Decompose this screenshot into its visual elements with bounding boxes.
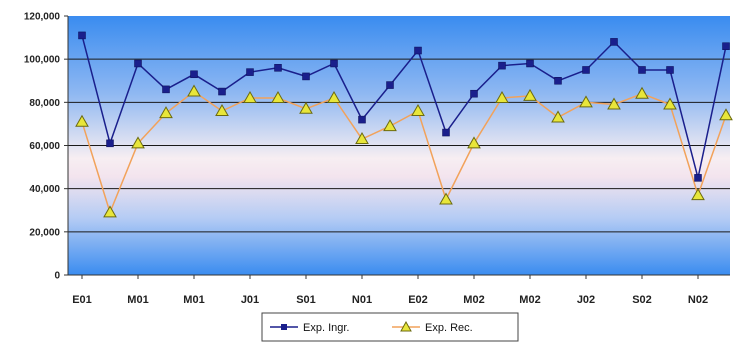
legend-marker [400, 320, 412, 332]
data-point [134, 59, 142, 68]
data-point [719, 108, 733, 121]
data-point [190, 70, 198, 79]
legend-label: Exp. Ingr. [303, 322, 349, 334]
y-tick-label: 20,000 [29, 227, 60, 238]
data-point [302, 72, 310, 81]
x-tick-label: J02 [577, 294, 595, 306]
data-point [327, 91, 341, 104]
x-tick-label: N02 [688, 294, 708, 306]
data-point [159, 106, 173, 119]
y-tick-label: 60,000 [29, 141, 60, 152]
x-tick-label: S02 [632, 294, 652, 306]
x-tick-label: M02 [519, 294, 540, 306]
data-point [635, 86, 649, 99]
data-point [498, 61, 506, 70]
data-point [187, 84, 201, 97]
data-point [383, 119, 397, 132]
data-point [162, 85, 170, 94]
data-point [386, 81, 394, 89]
data-point [554, 77, 562, 85]
data-point [215, 103, 229, 116]
x-tick-label: E02 [408, 294, 428, 306]
x-tick-label: N01 [352, 294, 372, 306]
y-tick-label: 80,000 [29, 98, 60, 109]
data-point [442, 128, 450, 137]
data-point [103, 205, 117, 218]
series-exp-ingr [78, 31, 730, 182]
data-point [355, 132, 369, 145]
y-tick-label: 40,000 [29, 184, 60, 195]
x-axis: E01 M01 M01 J01 S01 N01 E02 M02 M02 J02 S02 N02 [68, 274, 730, 306]
x-tick-label: E01 [72, 294, 92, 306]
series-layer [75, 31, 733, 218]
series-line [81, 35, 727, 179]
data-point [414, 46, 422, 55]
data-point [467, 136, 481, 149]
data-point [78, 31, 86, 40]
data-point [579, 95, 593, 108]
x-tick-label: M02 [463, 294, 484, 306]
x-tick-label: M01 [127, 294, 148, 306]
data-point [439, 192, 453, 205]
data-point [411, 103, 425, 116]
legend-label: Exp. Rec. [425, 322, 473, 334]
data-point [246, 68, 254, 76]
data-point [526, 59, 534, 68]
x-tick-label: J01 [241, 294, 259, 306]
series-exp-rec [75, 84, 733, 218]
data-point [495, 91, 509, 104]
data-point [582, 66, 590, 74]
data-point [218, 87, 226, 96]
gridlines [68, 58, 730, 233]
data-point [638, 66, 646, 74]
y-tick-label: 100,000 [24, 55, 61, 66]
data-point [694, 174, 702, 182]
y-tick-label: 120,000 [24, 12, 61, 23]
data-point [691, 188, 705, 201]
data-point [299, 101, 313, 114]
data-point [358, 115, 366, 124]
data-point [722, 42, 730, 50]
data-point [274, 64, 282, 72]
data-point [523, 88, 537, 101]
data-point [607, 97, 621, 110]
data-point [243, 91, 257, 104]
legend-marker [281, 324, 287, 330]
x-tick-label: M01 [183, 294, 204, 306]
legend: Exp. Ingr. Exp. Rec. [261, 312, 519, 342]
data-point [551, 110, 565, 123]
data-point [271, 91, 285, 104]
x-tick-label: S01 [296, 294, 316, 306]
y-axis: 0 20,000 40,000 60,000 80,000 100,000 120,000 [24, 12, 69, 282]
data-point [75, 114, 89, 127]
legend-box [261, 312, 519, 342]
data-point [610, 38, 618, 46]
data-point [470, 89, 478, 98]
data-point [106, 139, 114, 148]
y-tick-label: 0 [54, 271, 60, 282]
data-point [131, 136, 145, 149]
data-point [663, 97, 677, 110]
data-point [666, 66, 674, 74]
data-point [330, 59, 338, 68]
